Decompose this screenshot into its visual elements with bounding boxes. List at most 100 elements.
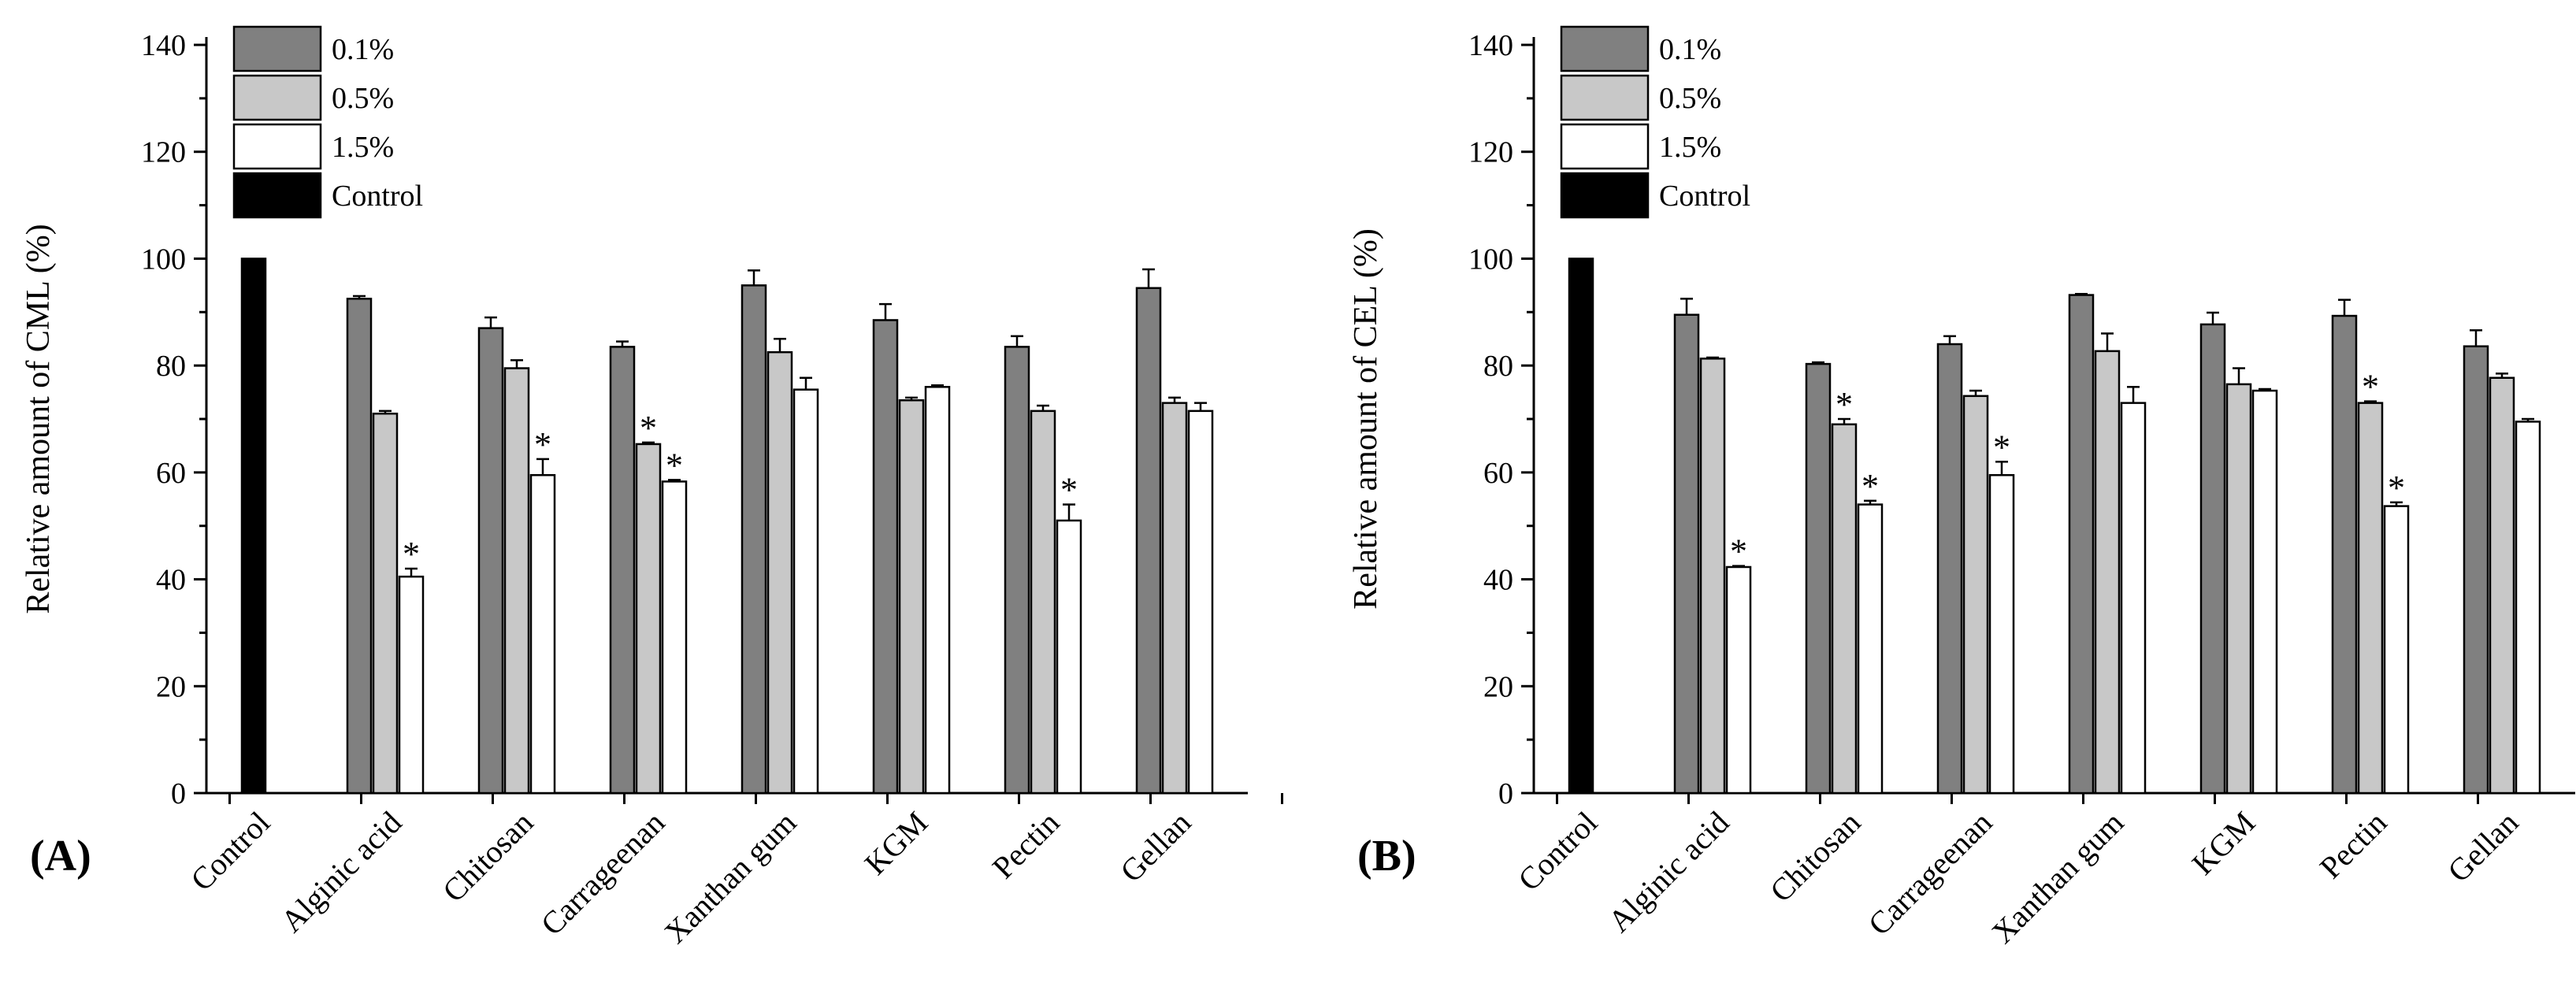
legend-label: Control [1659,180,1750,213]
y-tick-label: 0 [1498,777,1513,810]
bar-1-5pct [924,386,951,795]
bar-1-5pct [2251,389,2278,795]
significance-mark: * [1993,428,2010,466]
significance-mark: * [1730,532,1747,571]
bar-0-5pct [1831,423,1858,795]
x-tick-label: Chitosan [1763,805,1867,909]
legend-swatch [1560,74,1650,121]
bar-1-5pct [1187,410,1214,795]
legend-label: 0.1% [332,33,394,66]
bar-0-1pct [346,298,373,795]
bar-0-5pct [372,412,399,795]
x-tick-label: Gellan [1113,805,1197,889]
x-tick-label: Control [1511,805,1604,898]
bar-0-5pct [635,443,662,795]
bar-1-5pct [2120,402,2147,795]
x-tick-label: Pectin [985,805,1067,886]
legend-swatch [232,74,322,121]
bar-0-5pct [2225,383,2252,795]
bar-0-5pct [1030,410,1056,795]
bar-0-1pct [1673,313,1700,795]
bar-0-1pct [741,284,767,795]
y-tick-label: 40 [1483,564,1513,597]
y-tick-label: 140 [1468,29,1513,62]
legend-swatch [232,172,322,219]
bar-0-1pct [2199,323,2226,795]
bar-0-1pct [1004,346,1030,795]
bar-0-5pct [1699,358,1726,795]
y-tick-label: 60 [1483,457,1513,490]
bar-0-1pct [609,346,636,795]
bar-0-1pct [477,327,504,795]
legend-label: 0.5% [1659,82,1721,115]
y-tick-label: 100 [1468,243,1513,276]
y-axis-label: Relative amount of CEL (%) [1348,228,1384,610]
bar-1-5pct [2515,421,2541,795]
legend-swatch [1560,25,1650,72]
significance-mark: * [2362,368,2379,406]
y-axis-label: Relative amount of CML (%) [20,224,57,614]
y-tick-label: 80 [1483,350,1513,383]
x-tick-label: Control [184,805,277,898]
x-tick-label: KGM [858,805,935,882]
x-tick-label: KGM [2185,805,2262,882]
y-tick-label: 0 [171,777,186,810]
x-tick-label: Xanthan gum [657,805,803,951]
x-tick-label: Carrageenan [1861,805,1999,943]
significance-mark: * [2388,469,2405,507]
x-tick-label: Xanthan gum [1984,805,2130,951]
significance-mark: * [1060,471,1078,510]
bar-0-5pct [2094,350,2121,795]
y-tick-label: 20 [1483,670,1513,703]
bar-0-5pct [898,399,925,795]
bar-1-5pct [2383,505,2410,795]
y-tick-label: 60 [156,457,186,490]
significance-mark: * [640,409,657,447]
bar-0-5pct [2357,402,2384,795]
x-tick-label: Pectin [2313,805,2394,886]
bar-0-5pct [2489,376,2515,795]
bar-0-1pct [2068,294,2095,795]
bar-0-1pct [2331,314,2358,795]
y-tick-label: 40 [156,564,186,597]
y-tick-label: 20 [156,670,186,703]
legend-label: 0.1% [1659,33,1721,66]
bar-1-5pct [1857,503,1884,795]
panel-label: (B) [1357,832,1416,881]
bar-1-5pct [1725,565,1752,795]
bar-0-1pct [1805,362,1832,795]
significance-mark: * [1835,385,1853,424]
bar-0-1pct [2463,345,2489,795]
bar-0-5pct [1962,395,1989,795]
bar-1-5pct [1056,519,1082,795]
legend-label: 0.5% [332,82,394,115]
significance-mark: * [534,425,551,464]
panel-label: (A) [30,832,91,881]
bar-0-1pct [1135,287,1162,795]
legend-swatch [232,123,322,170]
legend-label: 1.5% [332,131,394,164]
legend-label: 1.5% [1659,131,1721,164]
y-tick-label: 100 [141,243,186,276]
y-tick-label: 140 [141,29,186,62]
bar-1-5pct [792,388,819,795]
bar-0-1pct [872,319,899,795]
bar-1-5pct [1988,474,2015,795]
x-tick-label: Carrageenan [534,805,672,943]
significance-mark: * [666,446,683,484]
bar-0-5pct [503,367,530,795]
legend-swatch [232,25,322,72]
y-tick-label: 120 [141,136,186,169]
bar-control [240,258,267,795]
bar-1-5pct [661,480,688,795]
bar-0-5pct [766,350,793,795]
significance-mark: * [403,535,420,573]
legend-label: Control [332,180,423,213]
legend-swatch [1560,123,1650,170]
x-tick-label: Chitosan [436,805,540,909]
x-tick-label: Alginic acid [274,805,409,940]
